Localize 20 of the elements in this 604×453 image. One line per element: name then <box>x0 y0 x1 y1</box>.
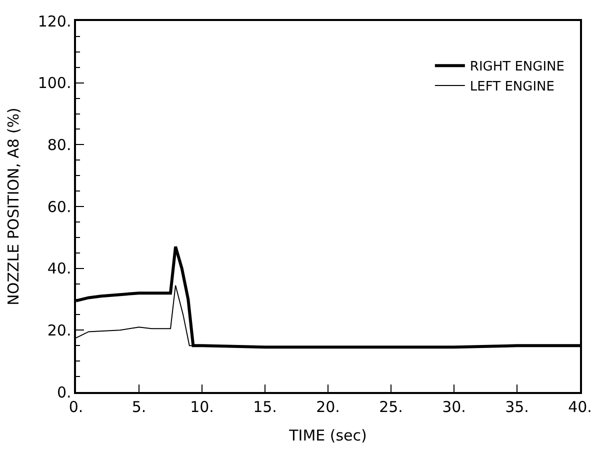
y-axis-title: NOZZLE POSITION, A8 (%) <box>4 108 23 306</box>
legend-label: RIGHT ENGINE <box>470 60 564 75</box>
y-tick-label: 100. <box>38 74 72 92</box>
y-tick-label: 120. <box>38 12 72 30</box>
x-tick-label: 40. <box>568 398 592 416</box>
x-tick-label: 30. <box>442 398 466 416</box>
x-tick-label: 5. <box>132 398 146 416</box>
y-tick-label: 40. <box>47 260 72 278</box>
x-tick-label: 25. <box>379 398 403 416</box>
x-tick-label: 10. <box>190 398 214 416</box>
x-tick-label: 15. <box>253 398 277 416</box>
y-tick-label: 20. <box>47 321 72 340</box>
y-tick-label: 0. <box>56 383 72 402</box>
x-axis-title: TIME (sec) <box>288 426 367 444</box>
x-tick-label: 0. <box>68 398 84 416</box>
x-tick-label: 20. <box>316 398 340 416</box>
y-tick-label: 60. <box>47 198 72 216</box>
y-tick-label: 80. <box>47 136 72 154</box>
legend-label: LEFT ENGINE <box>470 80 554 95</box>
x-tick-label: 35. <box>505 398 529 416</box>
